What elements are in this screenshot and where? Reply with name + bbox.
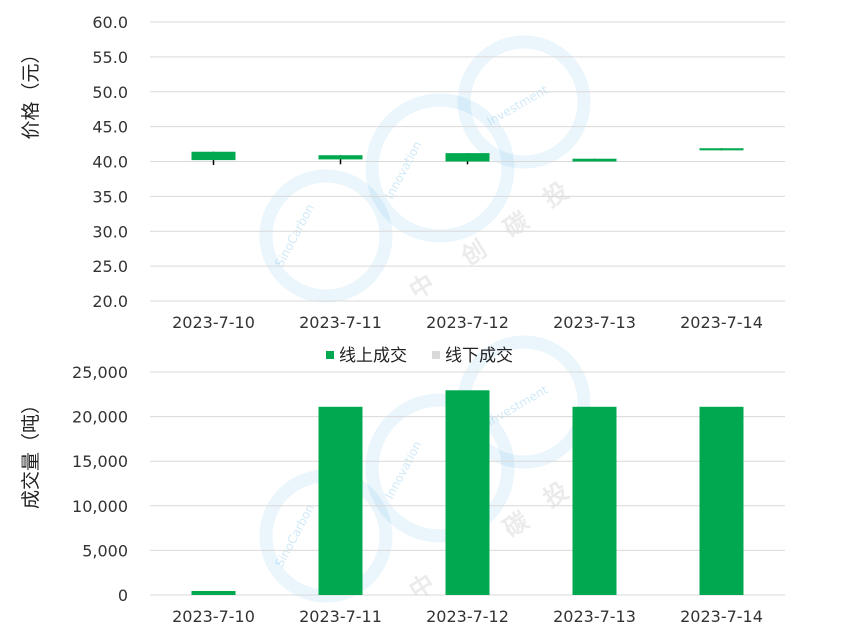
price-ytick-label: 55.0 [92, 48, 128, 67]
volume-ytick-label: 10,000 [72, 497, 128, 516]
volume-xtick-label: 2023-7-13 [553, 607, 636, 626]
price-xtick-label: 2023-7-11 [299, 313, 382, 332]
volume-bar [699, 406, 744, 595]
watermark-char: 中 [404, 569, 439, 605]
price-chart: 20.0 25.0 30.0 35.0 40.0 45.0 50.0 55.0 60.0 价格（元… [20, 13, 785, 332]
price-ytick-label: 50.0 [92, 83, 128, 102]
volume-xtick-label: 2023-7-10 [172, 607, 255, 626]
legend-label: 线上成交 [339, 346, 407, 366]
volume-bar [318, 406, 363, 595]
price-ytick-label: 40.0 [92, 153, 128, 172]
watermark-ring [365, 93, 515, 243]
watermark-arc2: Investment [485, 82, 551, 128]
volume-bar [191, 590, 236, 595]
volume-ytick-label: 25,000 [72, 363, 128, 382]
volume-xtick-label: 2023-7-12 [426, 607, 509, 626]
volume-bar [445, 390, 490, 595]
legend-label: 线下成交 [445, 346, 513, 366]
volume-ytick-label: 0 [118, 586, 128, 605]
candle-body [572, 158, 617, 162]
volume-ytick-label: 5,000 [82, 541, 128, 560]
legend-swatch [432, 351, 440, 359]
candle-body [191, 151, 236, 161]
watermark-char: 碳 [498, 206, 534, 243]
volume-ytick-label: 15,000 [72, 452, 128, 471]
candle-body [445, 153, 490, 162]
watermark-char: 投 [538, 177, 573, 213]
price-ytick-label: 60.0 [92, 13, 128, 32]
price-xtick-label: 2023-7-14 [680, 313, 763, 332]
price-xtick-label: 2023-7-13 [553, 313, 636, 332]
legend-swatch [326, 351, 334, 359]
watermark-brand: SinoCarbon [272, 202, 317, 270]
watermark-arc2: Investment [485, 382, 551, 428]
watermark-char: 碳 [498, 506, 534, 543]
price-ytick-label: 30.0 [92, 222, 128, 241]
price-xtick-label: 2023-7-12 [426, 313, 509, 332]
volume-bar [572, 406, 617, 595]
volume-chart: 0 5,000 10,000 15,000 20,000 25,000 成交量（吨） 线上成交… [20, 346, 785, 626]
price-ytick-label: 35.0 [92, 187, 128, 206]
price-ytick-label: 20.0 [92, 292, 128, 311]
candle-body [699, 148, 744, 151]
volume-y-axis-title: 成交量（吨） [20, 395, 42, 509]
price-ytick-label: 25.0 [92, 257, 128, 276]
watermark-arc1: Innovation [382, 139, 424, 202]
watermark-arc1: Innovation [382, 439, 424, 502]
price-ytick-label: 45.0 [92, 118, 128, 137]
watermark-ring [259, 169, 393, 303]
volume-xtick-label: 2023-7-11 [299, 607, 382, 626]
price-xtick-label: 2023-7-10 [172, 313, 255, 332]
watermark-brand: SinoCarbon [272, 502, 317, 570]
watermark-ring [365, 393, 515, 543]
candle-body [318, 155, 363, 160]
watermark-char: 投 [538, 477, 573, 513]
volume-xtick-label: 2023-7-14 [680, 607, 763, 626]
volume-ytick-label: 20,000 [72, 408, 128, 427]
price-y-axis-title: 价格（元） [20, 44, 42, 139]
watermark-char: 中 [404, 269, 439, 305]
